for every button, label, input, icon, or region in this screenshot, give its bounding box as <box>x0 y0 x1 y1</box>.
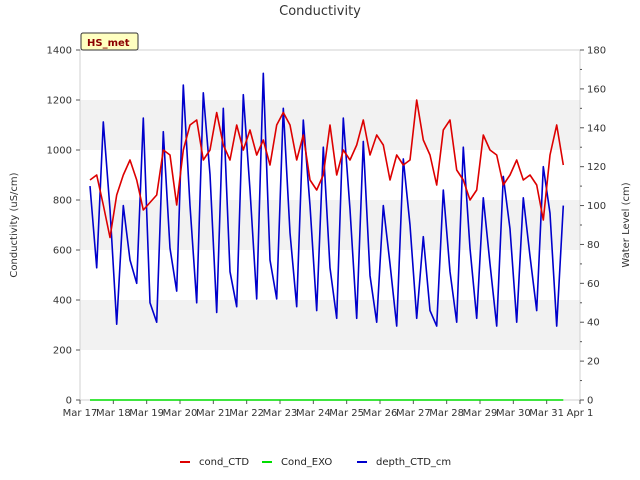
y-axis-title: Conductivity (uS/cm) <box>9 172 20 277</box>
legend-label: cond_CTD <box>199 457 249 468</box>
x-tick-label: Mar 26 <box>363 408 398 419</box>
x-tick-label: Mar 23 <box>263 408 298 419</box>
y2-tick-label: 0 <box>587 396 593 407</box>
x-tick-label: Mar 27 <box>396 408 431 419</box>
y-tick-label: 400 <box>53 296 72 307</box>
series-line-cond-ctd <box>89 99 565 239</box>
y-tick-label: 1000 <box>47 146 72 157</box>
y2-tick-label: 160 <box>587 84 606 95</box>
grid-band <box>80 350 580 400</box>
y2-tick-label: 140 <box>587 123 606 134</box>
badge-label: HS_met <box>87 38 130 49</box>
legend-label: depth_CTD_cm <box>376 457 451 468</box>
series-line-depth-ctd-cm <box>89 72 565 327</box>
y-axis-ticks: 0 200 400 600 800 1000 1200 1400 <box>47 46 80 407</box>
x-tick-label: Mar 17 <box>63 408 98 419</box>
y2-tick-label: 100 <box>587 201 606 212</box>
x-tick-label: Mar 31 <box>529 408 564 419</box>
x-tick-label: Apr 1 <box>567 408 594 419</box>
x-tick-label: Mar 22 <box>229 408 264 419</box>
y-tick-label: 600 <box>53 246 72 257</box>
y2-tick-label: 80 <box>587 240 600 251</box>
legend-label: Cond_EXO <box>281 457 332 468</box>
x-tick-label: Mar 28 <box>429 408 464 419</box>
grid-band <box>80 200 580 250</box>
y2-axis-title: Water Level (cm) <box>621 182 632 267</box>
x-tick-label: Mar 24 <box>296 408 331 419</box>
y2-tick-label: 40 <box>587 318 600 329</box>
grid-bands <box>80 50 580 400</box>
x-tick-label: Mar 29 <box>463 408 498 419</box>
y2-tick-label: 20 <box>587 357 600 368</box>
chart-title: Conductivity <box>279 4 361 19</box>
y-tick-label: 200 <box>53 346 72 357</box>
x-tick-label: Mar 21 <box>196 408 231 419</box>
hs-met-badge: HS_met <box>80 32 139 51</box>
y2-tick-label: 180 <box>587 46 606 57</box>
badge-box <box>80 32 139 51</box>
x-tick-label: Mar 25 <box>329 408 364 419</box>
x-tick-label: Mar 18 <box>96 408 131 419</box>
y2-axis-ticks: 0 20 40 60 80 100 120 140 160 180 <box>580 46 606 407</box>
series-layer <box>89 72 565 401</box>
y-tick-label: 1200 <box>47 96 72 107</box>
y2-tick-label: 60 <box>587 279 600 290</box>
x-tick-label: Mar 19 <box>129 408 164 419</box>
grid-band <box>80 50 580 100</box>
y-tick-label: 0 <box>66 396 72 407</box>
y-tick-label: 1400 <box>47 46 72 57</box>
y2-tick-label: 120 <box>587 162 606 173</box>
x-tick-label: Mar 20 <box>163 408 198 419</box>
legend: cond_CTD Cond_EXO depth_CTD_cm <box>180 457 451 468</box>
grid-band <box>80 300 580 350</box>
y-tick-label: 800 <box>53 196 72 207</box>
x-tick-label: Mar 30 <box>496 408 531 419</box>
